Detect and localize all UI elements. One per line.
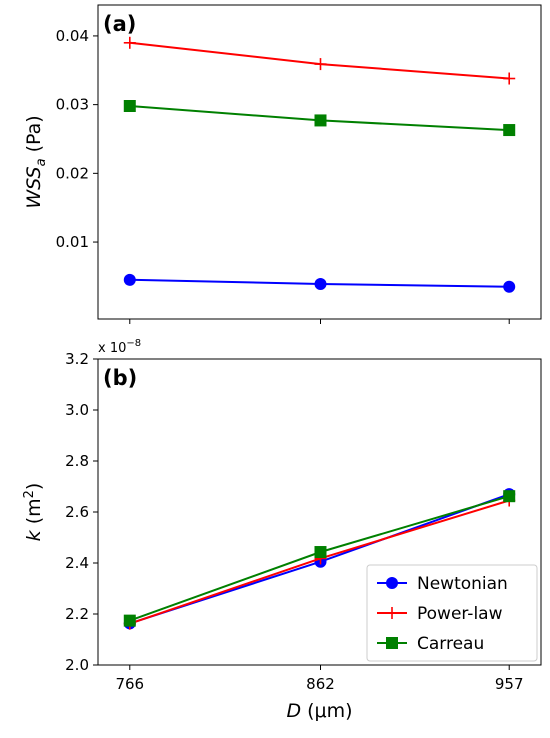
legend-box (366, 564, 538, 662)
data-point-carreau-0 (123, 100, 136, 113)
data-point-newtonian-0 (123, 273, 136, 286)
data-point-power-law-1 (314, 58, 327, 71)
legend-marker-power-law (386, 607, 398, 619)
y-tick-label: 3.2 (65, 350, 89, 368)
y-tick-label: 2.0 (65, 656, 89, 674)
y-tick-label: 2.2 (65, 605, 89, 623)
data-point-power-law-0 (123, 36, 136, 49)
legend-label-power-law: Power-law (417, 604, 503, 624)
data-point-power-law-2 (503, 72, 516, 85)
legend-label-carreau: Carreau (417, 634, 484, 654)
data-point-carreau-1 (314, 114, 327, 127)
data-point-carreau-2 (503, 490, 516, 503)
plot-frame (97, 4, 542, 320)
y-tick-label: 0.02 (56, 164, 89, 182)
data-point-newtonian-1 (314, 277, 327, 290)
legend-marker-carreau (386, 637, 398, 649)
panel-a: 0.01 0.02 0.03 0.04 (a) WSSa (Pa) (23, 4, 542, 324)
panel-label: (a) (103, 12, 136, 36)
series-line-power-law (129, 41, 510, 80)
y-tick-label: 3.0 (65, 401, 89, 419)
data-point-newtonian-2 (503, 280, 516, 293)
y-tick-label: 2.6 (65, 503, 89, 521)
legend-marker-newtonian (386, 577, 398, 589)
y-tick-label: 0.04 (56, 27, 89, 45)
y-tick-label: 2.8 (65, 452, 89, 470)
x-tick-label: 766 (115, 675, 144, 693)
y-axis-label: WSSa (Pa) (23, 115, 49, 208)
y-tick-label: 0.01 (56, 233, 89, 251)
scale-multiplier: x 10−8 (98, 338, 141, 356)
data-point-carreau-0 (123, 614, 136, 627)
x-tick-label: 957 (495, 675, 524, 693)
y-tick-label: 2.4 (65, 554, 89, 572)
x-axis-label: D (μm) (286, 700, 352, 722)
x-tick-label: 862 (306, 675, 335, 693)
legend: Newtonian Power-law Carreau (366, 564, 538, 662)
data-point-carreau-1 (314, 546, 327, 559)
data-point-carreau-2 (503, 124, 516, 137)
panel-b: 2.0 2.2 2.4 2.6 2.8 3.0 3.2 766 862 957 (b) k (m2) D… (22, 338, 542, 722)
legend-label-newtonian: Newtonian (417, 574, 508, 594)
panel-label: (b) (103, 366, 137, 390)
y-axis-label: k (m2) (22, 483, 45, 542)
y-tick-label: 0.03 (56, 96, 89, 114)
